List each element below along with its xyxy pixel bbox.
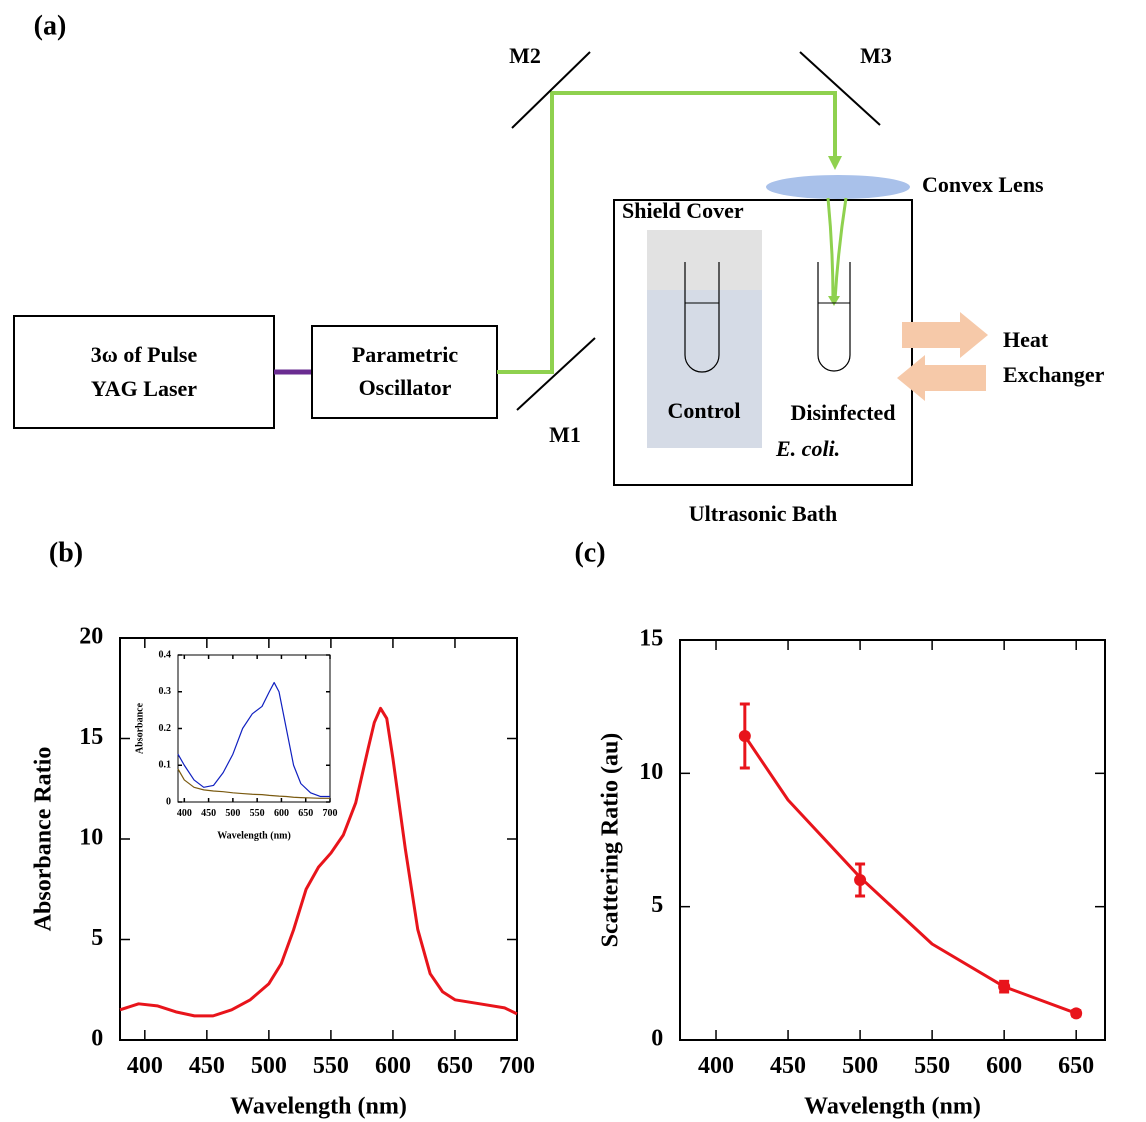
point [1070,1007,1083,1020]
x-tick-label: 500 [842,1053,878,1079]
point [738,730,751,742]
x-tick-label: 450 [201,808,216,819]
y-tick-label: 0.4 [159,649,172,660]
y-tick-label: 10 [79,825,103,851]
point [998,980,1011,993]
data-line [177,768,330,799]
oscillator-box [311,325,498,419]
test-tube [684,262,720,373]
y-tick-label: 0.2 [159,723,172,734]
label: YAG Laser [91,376,197,401]
y-tick-label: 0 [651,1026,663,1052]
x-tick-label: 700 [323,808,338,819]
x-tick-label: 600 [375,1053,411,1079]
label: Ultrasonic Bath [689,501,838,526]
panel-label: (a) [34,10,67,41]
shield [647,230,762,290]
y-tick-label: 0 [166,796,171,807]
y-tick-label: 0.3 [159,686,172,697]
point [854,874,867,886]
label: M3 [860,43,892,68]
y-tick-label: 0 [91,1026,103,1052]
label: Heat [1003,327,1049,352]
data-line [177,681,330,798]
shield [647,290,762,448]
x-tick-label: 650 [437,1053,473,1079]
label: Oscillator [359,375,452,400]
x-axis-label: Wavelength (nm) [217,830,291,841]
lens [766,175,910,199]
x-tick-label: 600 [986,1053,1022,1079]
laser-box [13,315,275,429]
x-axis-label: Wavelength (nm) [804,1094,981,1120]
y-tick-label: 0.1 [159,760,172,771]
mirror [516,337,596,411]
x-tick-label: 550 [914,1053,950,1079]
arrow-head [828,156,842,170]
label: M2 [509,43,541,68]
y-tick-label: 5 [651,892,663,918]
label: 3ω of Pulse [91,342,198,367]
x-tick-label: 550 [313,1053,349,1079]
plot-frame [177,654,331,803]
x-tick-label: 400 [177,808,192,819]
panel-label: (c) [574,537,605,568]
arrow [902,312,988,358]
label: Convex Lens [922,172,1044,197]
arrow [897,355,986,401]
test-tube [817,262,851,372]
mirror [511,51,591,129]
x-tick-label: 450 [770,1053,806,1079]
y-tick-label: 20 [79,624,103,650]
x-tick-label: 550 [250,808,265,819]
y-tick-label: 15 [639,626,663,652]
x-tick-label: 650 [1058,1053,1094,1079]
plot-frame [679,639,1106,1041]
panel-label: (b) [49,537,83,568]
y-tick-label: 10 [639,759,663,785]
label: M1 [549,422,581,447]
y-tick-label: 5 [91,925,103,951]
y-axis-label: Absorbance [134,702,145,754]
beam [826,197,848,301]
x-tick-label: 450 [189,1053,225,1079]
label: Shield Cover [622,198,744,223]
arrow-head [828,296,840,306]
label: Parametric [352,342,458,367]
x-tick-label: 600 [274,808,289,819]
y-axis-label: Absorbance Ratio [31,747,57,932]
label: Disinfected [790,400,895,425]
mirror [799,51,881,126]
label: Control [668,398,741,423]
x-axis-label: Wavelength (nm) [230,1094,407,1120]
fit-line [743,735,1077,1015]
x-tick-label: 500 [225,808,240,819]
beam [497,91,837,374]
x-tick-label: 400 [698,1053,734,1079]
y-axis-label: Scattering Ratio (au) [598,733,624,948]
label: E. coli. [775,436,840,461]
x-tick-label: 500 [251,1053,287,1079]
data-line [119,706,518,1018]
x-tick-label: 700 [499,1053,535,1079]
y-tick-label: 15 [79,724,103,750]
label: Exchanger [1003,362,1105,387]
x-tick-label: 400 [127,1053,163,1079]
x-tick-label: 650 [298,808,313,819]
